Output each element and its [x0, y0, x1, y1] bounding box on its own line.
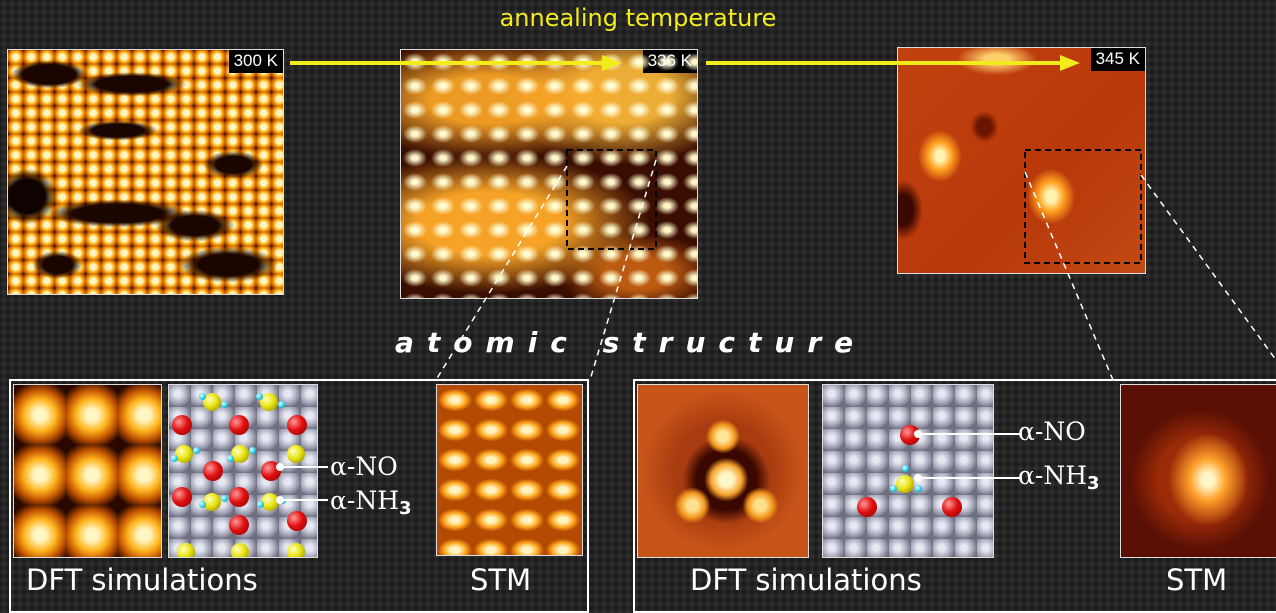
- zoom-box-336k: [566, 149, 657, 250]
- stm-image-300k: 300 K: [7, 49, 284, 295]
- alpha-no-label-left: α-NO: [330, 452, 398, 481]
- stm-image-345k: 345 K: [897, 47, 1146, 274]
- stm-caption-left: STM: [470, 563, 532, 597]
- dft-caption-right: DFT simulations: [690, 563, 922, 597]
- stm-image-right: [1120, 384, 1276, 558]
- annealing-arrow-1: [290, 55, 622, 71]
- dft-caption-left: DFT simulations: [26, 563, 258, 597]
- callout-lines-left: [276, 463, 328, 504]
- alpha-nh3-atom-right: [896, 475, 914, 493]
- alpha-no-atom-left: [261, 461, 281, 481]
- stm-image-336k: 336 K: [400, 49, 698, 299]
- alpha-no-atom-right: [900, 425, 920, 445]
- alpha-nh3-label-right: α-NH3: [1018, 461, 1100, 494]
- annealing-arrow-2: [706, 55, 1080, 71]
- annealing-temperature-title: annealing temperature: [499, 4, 777, 32]
- alpha-nh3-label-left: α-NH3: [330, 486, 412, 519]
- temperature-label-345k: 345 K: [1090, 48, 1145, 71]
- dft-simulation-image-right: [637, 384, 809, 558]
- ball-model-right: [822, 384, 994, 558]
- atomic-structure-title: atomic structure: [395, 326, 867, 359]
- callout-lines-right: [914, 430, 1022, 482]
- alpha-no-label-right: α-NO: [1018, 417, 1086, 446]
- stm-caption-right: STM: [1166, 563, 1228, 597]
- zoom-box-345k: [1024, 149, 1142, 264]
- alpha-nh3-atom-left: [261, 493, 279, 511]
- zoom-lines: [435, 159, 1276, 381]
- dft-simulation-image-left: [13, 384, 162, 558]
- stm-image-left: [436, 384, 583, 556]
- ball-model-left: [168, 384, 318, 558]
